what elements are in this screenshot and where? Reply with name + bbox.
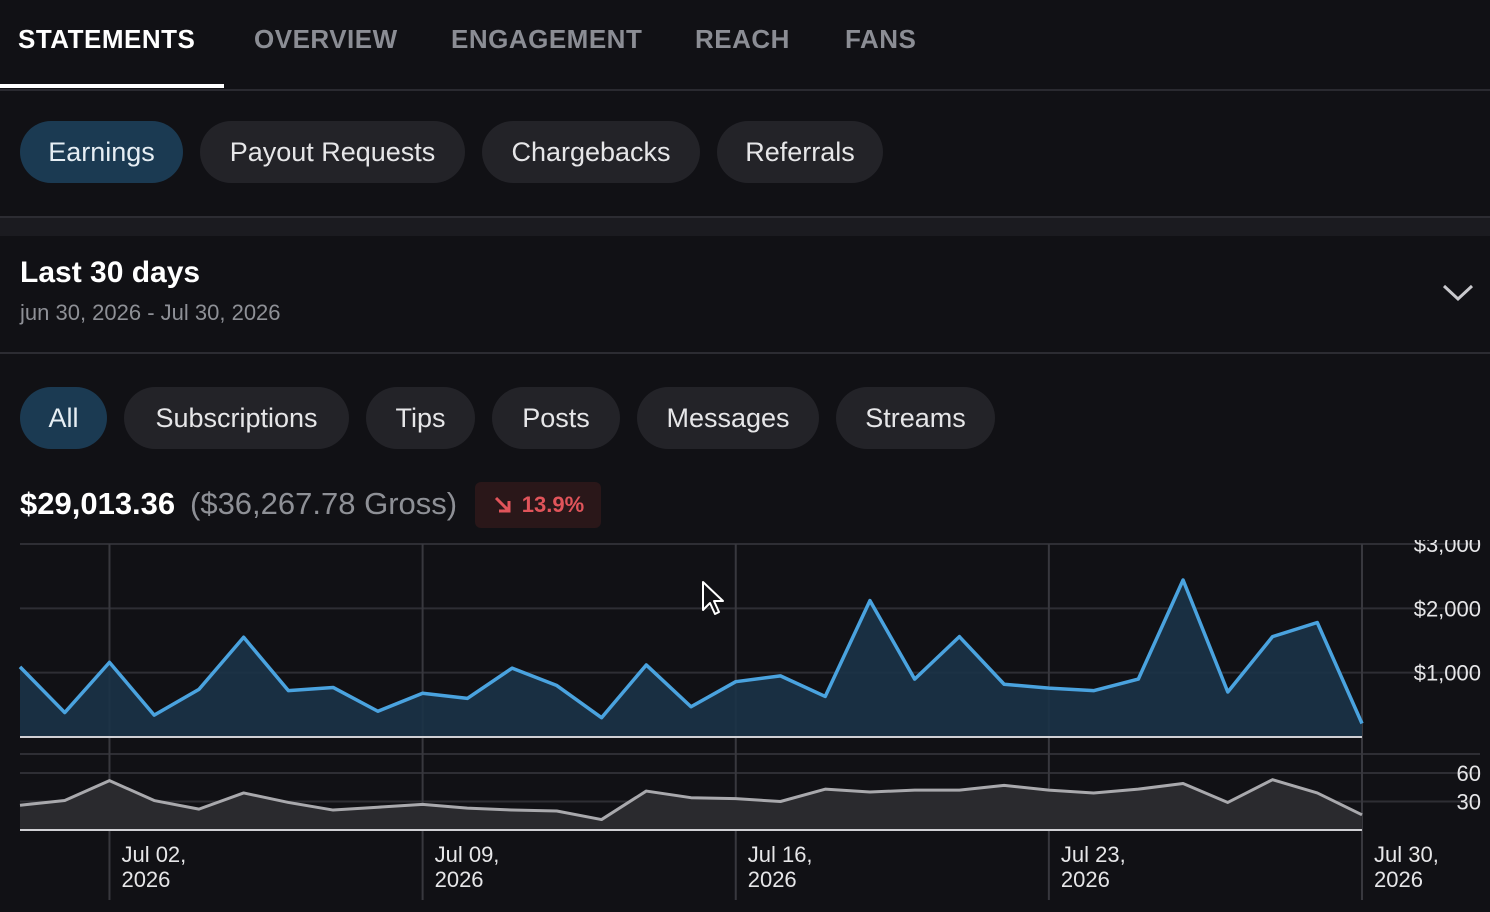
y-tick-label: $1,000 (1414, 661, 1481, 686)
tab-reach[interactable]: REACH (695, 24, 790, 54)
y-tick-label: 30 (1457, 790, 1481, 815)
x-tick-label: Jul 09, (435, 842, 500, 867)
subtab-payout-requests[interactable]: Payout Requests (200, 121, 465, 183)
filter-tips[interactable]: Tips (366, 387, 475, 449)
section-divider (0, 216, 1490, 236)
tab-engagement[interactable]: ENGAGEMENT (451, 24, 643, 54)
change-percent: 13.9% (521, 492, 585, 517)
earnings-line (18, 578, 1364, 725)
mouse-cursor-icon (702, 581, 724, 615)
x-tick-label: Jul 30, (1374, 842, 1439, 867)
count-line (19, 778, 1363, 822)
divider (0, 352, 1490, 354)
change-badge: 13.9% (475, 482, 601, 528)
filter-streams[interactable]: Streams (836, 387, 995, 449)
net-earnings: $29,013.36 (20, 486, 176, 521)
filter-all[interactable]: All (20, 387, 107, 449)
tab-statements[interactable]: STATEMENTS (18, 24, 196, 54)
subtab-earnings[interactable]: Earnings (20, 121, 183, 183)
earnings-area (20, 580, 1362, 737)
x-tick-label: 2026 (748, 867, 797, 892)
arrow-down-right-icon (494, 496, 511, 513)
x-tick-label: 2026 (1061, 867, 1110, 892)
period-title[interactable]: Last 30 days (20, 256, 201, 289)
x-tick-label: Jul 02, (121, 842, 186, 867)
x-tick-label: 2026 (121, 867, 170, 892)
top-tab-bar: STATEMENTS OVERVIEW ENGAGEMENT REACH FAN… (0, 0, 1490, 91)
subtab-chargebacks[interactable]: Chargebacks (482, 121, 700, 183)
x-tick-label: 2026 (1374, 867, 1423, 892)
x-tick-label: 2026 (435, 867, 484, 892)
subtab-referrals[interactable]: Referrals (717, 121, 883, 183)
chevron-down-icon[interactable] (1440, 280, 1476, 304)
filter-messages[interactable]: Messages (637, 387, 819, 449)
x-tick-label: Jul 16, (748, 842, 813, 867)
active-tab-indicator (0, 84, 224, 88)
filter-subscriptions[interactable]: Subscriptions (124, 387, 349, 449)
count-area (20, 779, 1362, 830)
y-tick-label: $2,000 (1414, 596, 1481, 621)
x-tick-label: Jul 23, (1061, 842, 1126, 867)
gross-earnings: ($36,267.78 Gross) (190, 486, 458, 521)
tab-overview[interactable]: OVERVIEW (254, 24, 398, 54)
period-date-range: jun 30, 2026 - Jul 30, 2026 (20, 300, 281, 325)
y-tick-label: 60 (1457, 761, 1481, 786)
tab-fans[interactable]: FANS (845, 24, 917, 54)
y-tick-label: $3,000 (1414, 540, 1481, 557)
filter-posts[interactable]: Posts (492, 387, 620, 449)
